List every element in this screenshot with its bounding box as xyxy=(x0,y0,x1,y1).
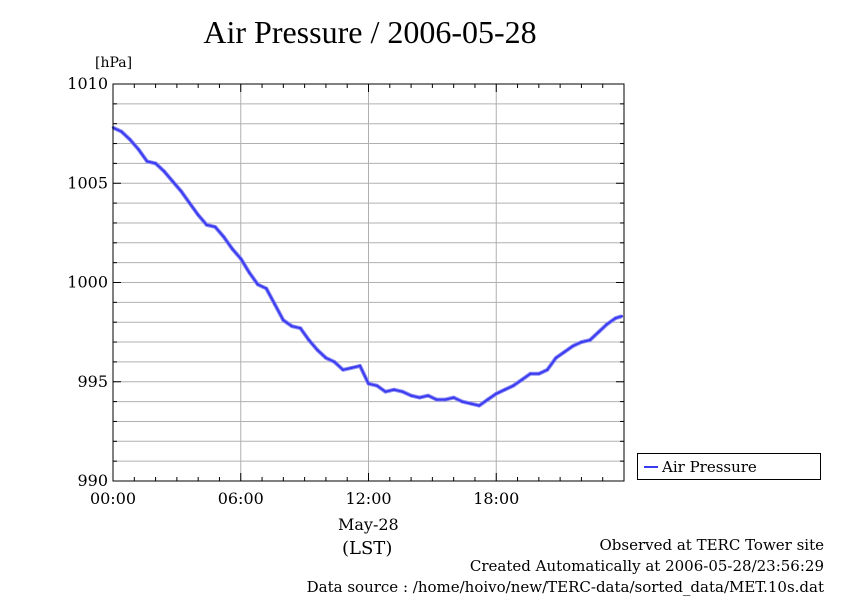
data-point xyxy=(503,388,506,391)
legend-label: Air Pressure xyxy=(662,457,757,476)
data-point xyxy=(605,322,609,326)
y-tick-label: 995 xyxy=(77,372,108,391)
data-point xyxy=(120,130,123,133)
data-point xyxy=(452,396,455,399)
chart-title: Air Pressure / 2006-05-28 xyxy=(203,14,537,50)
data-point xyxy=(409,394,413,397)
data-point xyxy=(231,247,234,250)
data-point xyxy=(239,257,242,260)
data-point xyxy=(162,170,166,173)
x-tick-label: 06:00 xyxy=(218,489,264,508)
y-tick-label: 990 xyxy=(77,471,108,490)
data-point xyxy=(222,235,225,239)
data-point xyxy=(435,398,438,401)
data-point xyxy=(358,364,362,368)
data-point xyxy=(154,162,157,165)
data-point xyxy=(248,271,251,274)
x-tick-label: 12:00 xyxy=(345,489,391,508)
data-point xyxy=(469,402,472,405)
series-layer xyxy=(111,125,624,408)
data-point xyxy=(367,382,370,385)
data-point xyxy=(324,356,328,360)
data-point xyxy=(256,283,259,286)
data-point xyxy=(580,340,583,344)
data-point xyxy=(537,372,541,376)
data-point xyxy=(512,384,515,387)
data-point xyxy=(188,201,191,205)
data-point xyxy=(307,338,311,342)
footer-info: Observed at TERC Tower site Created Auto… xyxy=(307,535,824,598)
data-point xyxy=(520,378,523,381)
data-point xyxy=(620,315,624,318)
data-point xyxy=(571,344,575,348)
footer-created: Created Automatically at 2006-05-28/23:5… xyxy=(469,557,824,575)
data-point xyxy=(128,138,132,141)
x-tick-label: 00:00 xyxy=(90,489,136,508)
x-axis-timezone-label: (LST) xyxy=(342,538,393,559)
data-point xyxy=(614,317,617,320)
data-point xyxy=(486,398,489,401)
data-point xyxy=(478,404,481,407)
data-point xyxy=(282,319,285,322)
data-point xyxy=(290,324,294,328)
x-tick-label: 18:00 xyxy=(473,489,519,508)
data-point xyxy=(350,366,353,370)
data-point xyxy=(588,338,592,342)
data-point xyxy=(554,356,558,360)
data-point xyxy=(137,148,140,151)
data-point xyxy=(179,189,183,193)
footer-observed: Observed at TERC Tower site xyxy=(599,536,824,554)
data-point xyxy=(333,360,336,364)
data-point xyxy=(529,372,532,376)
y-tick-label: 1010 xyxy=(67,74,108,93)
data-point xyxy=(443,398,447,401)
data-point xyxy=(214,225,217,229)
data-point xyxy=(418,396,421,399)
data-point xyxy=(171,180,174,183)
data-point xyxy=(205,223,208,227)
data-point xyxy=(384,390,387,393)
data-point xyxy=(392,388,396,391)
data-point xyxy=(597,330,600,334)
data-point xyxy=(546,368,549,372)
series-line xyxy=(112,126,623,407)
data-point xyxy=(460,400,464,403)
legend-line-swatch xyxy=(644,465,658,468)
data-point xyxy=(299,326,302,330)
data-point xyxy=(375,384,379,387)
data-point xyxy=(426,394,430,397)
data-point xyxy=(273,303,277,306)
grid-lines xyxy=(113,84,624,481)
chart-legend: Air Pressure xyxy=(637,453,821,480)
data-point xyxy=(316,348,319,352)
series-line-halo xyxy=(112,125,623,408)
data-point xyxy=(341,368,345,372)
y-axis-unit-label: [hPa] xyxy=(95,55,133,71)
footer-source: Data source : /home/hoivo/new/TERC-data/… xyxy=(306,578,824,596)
data-point xyxy=(495,392,498,395)
data-point xyxy=(265,287,268,290)
axis-ticks: 990 995 1000 1005 1010 00:00 06:00 12:00 18:00 xyxy=(67,74,625,508)
data-point xyxy=(196,213,200,217)
data-point xyxy=(145,160,149,163)
y-tick-label: 1005 xyxy=(67,173,108,192)
y-tick-label: 1000 xyxy=(67,273,108,292)
plot-frame xyxy=(112,83,625,482)
data-point xyxy=(401,390,404,393)
x-axis-date-label: May-28 xyxy=(338,515,399,534)
data-point xyxy=(563,350,566,354)
